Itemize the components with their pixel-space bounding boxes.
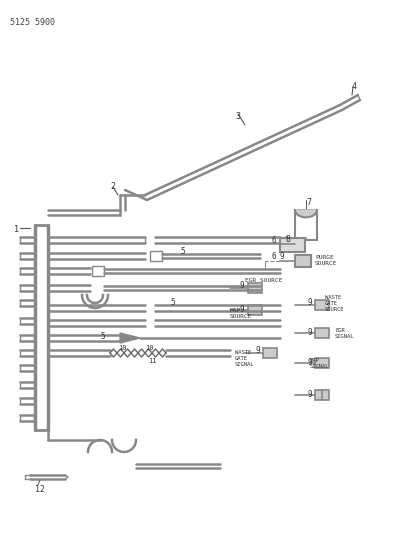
Bar bbox=[315, 328, 329, 338]
Polygon shape bbox=[120, 333, 140, 343]
Bar bbox=[315, 358, 329, 368]
Text: EGR SOURCE: EGR SOURCE bbox=[245, 278, 282, 283]
Text: 9: 9 bbox=[280, 252, 285, 261]
Text: 4: 4 bbox=[352, 82, 357, 91]
Text: 5: 5 bbox=[100, 332, 104, 341]
Bar bbox=[295, 255, 311, 267]
Text: 9: 9 bbox=[308, 298, 313, 307]
Text: EGR
SIGNAL: EGR SIGNAL bbox=[335, 328, 355, 339]
Text: 5125 5900: 5125 5900 bbox=[10, 18, 55, 27]
Bar bbox=[315, 390, 329, 400]
Text: 1: 1 bbox=[14, 225, 19, 234]
Bar bbox=[150, 251, 162, 261]
Text: WASTE
GATE
SOURCE: WASTE GATE SOURCE bbox=[325, 295, 344, 312]
Text: 3: 3 bbox=[235, 112, 240, 121]
Text: 6: 6 bbox=[272, 252, 277, 261]
Bar bbox=[280, 238, 305, 252]
Bar bbox=[92, 266, 104, 276]
Text: PURGE
SOURCE: PURGE SOURCE bbox=[315, 255, 337, 266]
Bar bbox=[295, 210, 317, 240]
Text: 6: 6 bbox=[272, 236, 277, 245]
Text: 10: 10 bbox=[145, 345, 153, 351]
Bar bbox=[248, 305, 262, 315]
Text: 5: 5 bbox=[170, 298, 175, 307]
Text: 9: 9 bbox=[308, 358, 313, 367]
Text: 8: 8 bbox=[285, 235, 290, 244]
Text: WASTE
GATE
SIGNAL: WASTE GATE SIGNAL bbox=[235, 350, 255, 367]
Text: 7: 7 bbox=[306, 198, 311, 207]
Text: 5: 5 bbox=[180, 247, 185, 256]
Text: 10: 10 bbox=[118, 345, 126, 351]
Bar bbox=[315, 300, 329, 310]
Text: 9: 9 bbox=[255, 346, 259, 355]
Text: 12: 12 bbox=[35, 485, 45, 494]
Text: MAP
SIGNAL: MAP SIGNAL bbox=[310, 358, 330, 369]
Text: 9: 9 bbox=[308, 328, 313, 337]
Text: 9: 9 bbox=[240, 305, 245, 314]
Text: 11: 11 bbox=[148, 358, 157, 364]
Text: 9: 9 bbox=[240, 281, 245, 290]
Text: 2: 2 bbox=[110, 182, 115, 191]
Bar bbox=[263, 348, 277, 358]
Polygon shape bbox=[295, 210, 317, 217]
Text: 9: 9 bbox=[308, 390, 313, 399]
Text: MAP
SOURCE: MAP SOURCE bbox=[230, 308, 253, 319]
Bar bbox=[248, 283, 262, 293]
